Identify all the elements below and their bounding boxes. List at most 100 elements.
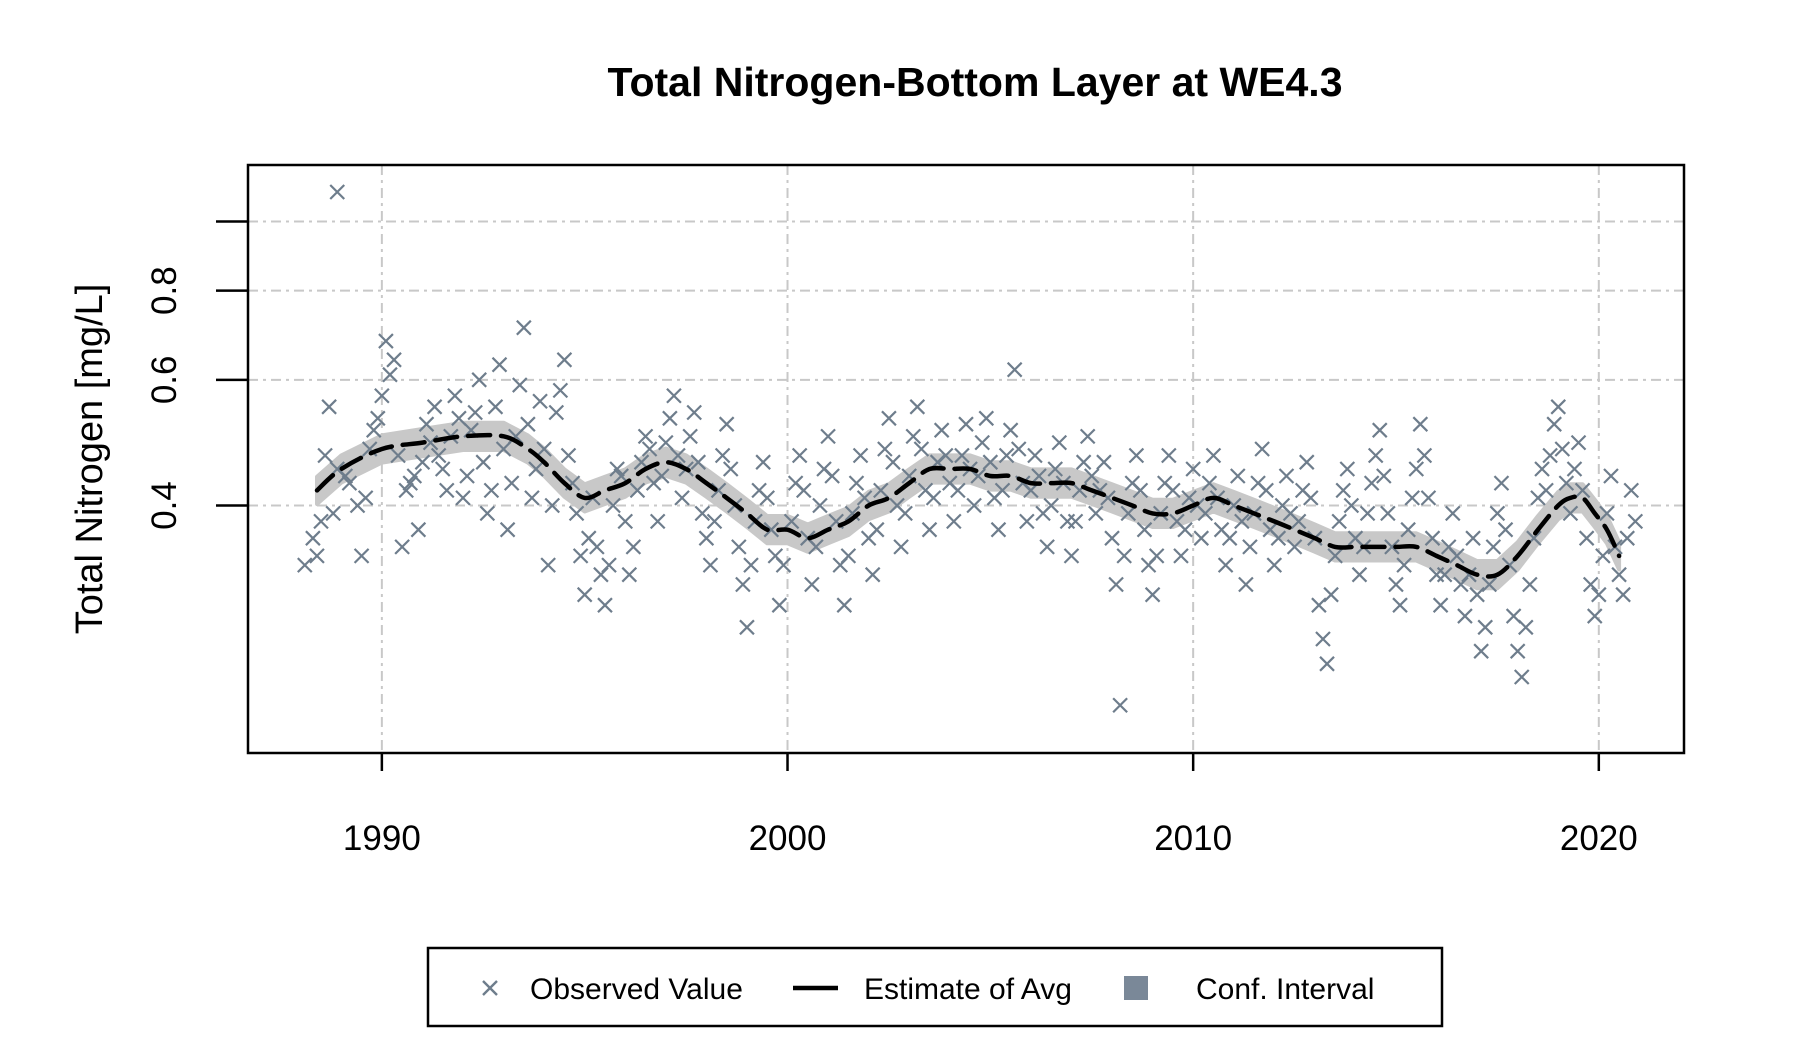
observed-point (755, 454, 771, 470)
observed-point (410, 521, 427, 538)
observed-point (791, 447, 808, 464)
observed-point (1230, 468, 1246, 484)
x-tick-label: 2020 (1560, 819, 1638, 858)
observed-point (487, 399, 504, 415)
observed-point (1043, 497, 1059, 514)
observed-point (451, 410, 467, 427)
observed-point (1221, 530, 1238, 546)
observed-point (1185, 461, 1201, 477)
observed-point (1380, 505, 1396, 522)
observed-point (856, 490, 873, 506)
observed-point (690, 454, 707, 470)
observed-point (374, 387, 390, 404)
observed-point (1513, 669, 1530, 685)
chart-title: Total Nitrogen-Bottom Layer at WE4.3 (607, 59, 1342, 105)
observed-point (1615, 586, 1631, 603)
observed-point (1376, 468, 1392, 484)
observed-point (313, 513, 329, 530)
observed-point (512, 377, 528, 393)
observed-point (1128, 447, 1145, 464)
observed-point (1408, 461, 1425, 477)
y-tick-label: 0.8 (145, 266, 184, 315)
observed-point (402, 475, 419, 491)
observed-point (430, 447, 447, 464)
observed-point (1027, 447, 1043, 464)
observed-point (394, 539, 410, 555)
observed-point (325, 505, 341, 522)
observed-point (1627, 513, 1644, 530)
observed-point (406, 468, 423, 484)
observed-point (1359, 505, 1376, 522)
observed-point (1315, 631, 1331, 647)
observed-point (1059, 513, 1076, 530)
observed-point (516, 319, 532, 336)
observed-point (775, 557, 792, 573)
observed-point (1351, 566, 1368, 583)
observed-point (1002, 422, 1019, 438)
observed-point (386, 352, 402, 368)
observed-point (905, 428, 922, 445)
observed-point (1242, 539, 1258, 555)
observed-point (1197, 505, 1214, 522)
observed-point (532, 393, 548, 409)
observed-point (852, 447, 869, 464)
legend-box (426, 946, 1444, 1028)
legend-observed-label: Observed Value (530, 973, 743, 1006)
observed-point (982, 454, 999, 470)
observed-point (370, 410, 386, 427)
observed-point (1582, 576, 1599, 593)
observed-point (714, 447, 731, 464)
observed-point (390, 447, 406, 464)
observed-point (297, 557, 313, 573)
observed-point (483, 482, 500, 499)
observed-point (1096, 454, 1112, 470)
observed-point (625, 539, 642, 555)
observed-point (1562, 505, 1579, 522)
observed-point (1343, 497, 1360, 514)
observed-point (560, 447, 577, 464)
observed-point (1432, 597, 1449, 613)
observed-point (893, 539, 909, 555)
observed-point (804, 576, 820, 593)
observed-point (1303, 490, 1319, 506)
observed-point (1465, 530, 1481, 546)
x-tick-label: 2000 (749, 819, 827, 858)
observed-point (1611, 566, 1627, 583)
observed-point (321, 399, 337, 415)
observed-point (873, 482, 889, 499)
observed-point (649, 513, 666, 530)
observed-point (1412, 416, 1429, 432)
legend-ci-symbol (1124, 976, 1148, 1000)
observed-point (1623, 482, 1640, 499)
observed-point (694, 505, 711, 522)
observed-point (653, 468, 670, 484)
observed-point (1270, 530, 1287, 546)
observed-point (552, 382, 569, 399)
observed-point (1509, 643, 1526, 659)
observed-point (1286, 539, 1303, 555)
observed-point (1469, 586, 1485, 603)
grid-lines (248, 165, 1684, 753)
legend-ci-label: Conf. Interval (1196, 973, 1374, 1006)
observed-point (1416, 447, 1433, 464)
observed-point (597, 597, 613, 613)
observed-point (536, 441, 552, 457)
observed-point (1079, 428, 1096, 445)
observed-point (357, 490, 374, 506)
observed-point (544, 497, 561, 514)
observed-point (1335, 482, 1352, 499)
observed-point (1161, 447, 1177, 464)
observed-point (438, 482, 455, 499)
observed-point (1603, 468, 1619, 484)
observed-point (1546, 416, 1562, 432)
observed-point (933, 422, 950, 438)
y-axis-title: Total Nitrogen [mg/L] (69, 284, 111, 635)
observed-point (353, 548, 370, 564)
observed-point (1558, 475, 1575, 491)
observed-point (1075, 454, 1092, 470)
observed-point (503, 475, 520, 491)
observed-point (1136, 521, 1153, 538)
observed-point (706, 513, 723, 530)
observed-point (1570, 434, 1587, 451)
